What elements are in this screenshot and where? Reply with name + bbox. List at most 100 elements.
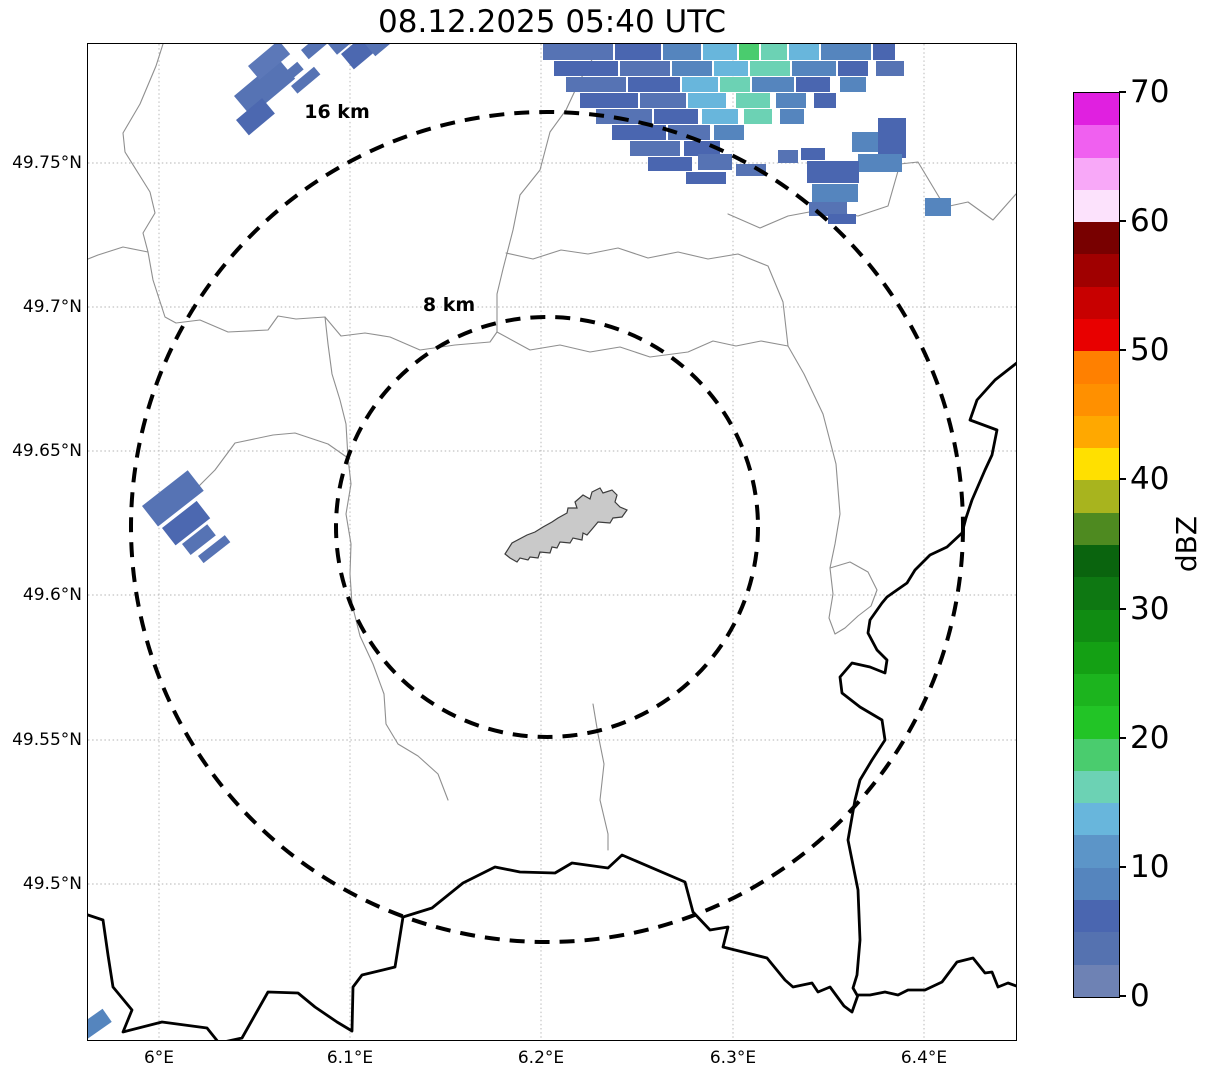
radar-echo-cell	[838, 61, 868, 76]
radar-echo-cell	[628, 77, 680, 92]
range-ring-outer-label: 16 km	[304, 101, 370, 123]
range-ring-16km	[129, 110, 965, 944]
radar-echo-cell	[761, 44, 787, 60]
colorbar-segment	[1074, 738, 1119, 771]
colorbar-segment	[1074, 93, 1119, 126]
radar-echo-cell	[301, 44, 328, 60]
radar-echo-cell	[807, 161, 859, 183]
x-axis-tick-label: 6.1°E	[326, 1048, 374, 1068]
map-svg: 16 km 8 km	[88, 44, 1016, 1040]
country-border-line	[88, 853, 1016, 1040]
radar-echo-cell	[876, 61, 904, 76]
colorbar-tick-label: 20	[1130, 719, 1170, 756]
radar-echo-cell	[620, 61, 670, 76]
country-border-line	[838, 361, 1016, 997]
colorbar-segment	[1074, 286, 1119, 319]
colorbar-segment	[1074, 641, 1119, 675]
range-rings	[129, 110, 965, 944]
colorbar-tick-label: 0	[1130, 978, 1150, 1014]
x-axis-tick-label: 6.2°E	[517, 1048, 565, 1068]
colorbar-segment	[1074, 383, 1119, 416]
radar-echo-cell	[736, 93, 770, 108]
colorbar-segment	[1074, 318, 1119, 352]
admin-boundary-line	[345, 457, 449, 801]
radar-echo-cell	[873, 44, 895, 60]
colorbar-segment	[1074, 480, 1119, 513]
radar-echo-cell	[543, 44, 613, 60]
radar-echo-cell	[672, 61, 712, 76]
radar-echo-cell	[809, 202, 847, 216]
radar-echo-cell	[720, 77, 750, 92]
radar-echo-cell	[739, 44, 759, 60]
radar-echo-cell	[234, 58, 296, 116]
y-axis-tick-label: 49.7°N	[22, 297, 82, 317]
radar-echo-cell	[789, 44, 819, 60]
radar-echo-cell	[776, 93, 806, 108]
admin-boundary-line	[727, 161, 1016, 229]
colorbar-segment	[1074, 609, 1119, 642]
admin-boundary-line	[496, 331, 789, 358]
colorbar-segment	[1074, 770, 1119, 804]
colorbar-tick-mark	[1119, 995, 1126, 997]
admin-boundary-line	[88, 44, 164, 260]
colorbar-segment	[1074, 867, 1119, 901]
radar-echo-cell	[801, 148, 825, 160]
colorbar-segment	[1074, 544, 1119, 578]
colorbar-segment	[1074, 900, 1119, 933]
colorbar-segment	[1074, 189, 1119, 223]
colorbar-segment	[1074, 932, 1119, 965]
colorbar-tick-mark	[1119, 220, 1126, 223]
colorbar-tick-mark	[1119, 478, 1126, 481]
colorbar-tick-label: 50	[1130, 332, 1170, 369]
radar-echo-cell	[612, 125, 666, 140]
colorbar-segment	[1074, 803, 1119, 836]
radar-echo-cell	[162, 500, 211, 546]
colorbar	[1073, 92, 1120, 998]
radar-echo-cell	[878, 118, 906, 158]
radar-echo-cell	[703, 44, 737, 60]
x-axis-tick-label: 6°E	[143, 1048, 175, 1068]
colorbar-tick-mark	[1119, 91, 1126, 93]
radar-echo-cell	[285, 61, 304, 80]
admin-boundary-line	[182, 432, 349, 505]
airport-outline	[504, 487, 628, 563]
radar-echo-cell	[828, 214, 856, 224]
colorbar-segment	[1074, 577, 1119, 610]
range-ring-8km	[334, 315, 760, 739]
plot-title: 08.12.2025 05:40 UTC	[378, 4, 726, 40]
admin-boundary-line	[324, 316, 349, 459]
radar-echo-cell	[688, 93, 726, 108]
radar-echo-cell	[698, 154, 732, 170]
colorbar-tick-mark	[1119, 607, 1126, 610]
colorbar-segment	[1074, 222, 1119, 255]
radar-echo-cell	[668, 125, 710, 140]
colorbar-segment	[1074, 674, 1119, 707]
radar-echo-cell	[640, 93, 686, 108]
colorbar-segment	[1074, 964, 1119, 997]
admin-boundary-line	[828, 561, 878, 635]
gridlines	[88, 44, 1016, 1040]
y-axis-tick-label: 49.65°N	[12, 441, 82, 461]
radar-echo-cell	[654, 109, 698, 124]
colorbar-tick-label: 40	[1130, 461, 1170, 498]
radar-echo-cell	[88, 1008, 112, 1040]
colorbar-segment	[1074, 254, 1119, 287]
radar-echo-cell	[141, 470, 204, 527]
admin-boundaries	[88, 44, 1016, 851]
map-plot-area: 16 km 8 km	[88, 44, 1016, 1040]
colorbar-tick-label: 10	[1130, 848, 1170, 885]
radar-echo-cell	[778, 150, 798, 163]
colorbar-segment	[1074, 351, 1119, 384]
radar-echo-cell	[648, 157, 692, 171]
colorbar-segment	[1074, 415, 1119, 449]
radar-echo-cell	[752, 77, 794, 92]
y-axis-tick-label: 49.75°N	[12, 153, 82, 173]
colorbar-segment	[1074, 125, 1119, 158]
colorbar-tick-mark	[1119, 349, 1126, 352]
colorbar-tick-mark	[1119, 865, 1126, 868]
radar-echo-cell	[750, 61, 790, 76]
x-axis-tick-label: 6.4°E	[900, 1048, 948, 1068]
radar-echo-cell	[686, 172, 726, 184]
radar-echo-cell	[792, 61, 836, 76]
